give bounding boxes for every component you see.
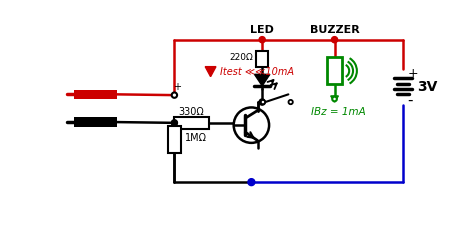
Text: IBz = 1mA: IBz = 1mA <box>311 107 366 117</box>
Circle shape <box>332 97 337 102</box>
Polygon shape <box>331 96 338 103</box>
Text: 1MΩ: 1MΩ <box>185 132 207 142</box>
Bar <box>256 52 268 67</box>
Text: Itest ≪≪10mA: Itest ≪≪10mA <box>220 67 294 77</box>
Circle shape <box>289 101 293 105</box>
Text: +: + <box>173 81 182 91</box>
Text: +: + <box>408 67 419 80</box>
Text: LED: LED <box>250 25 274 35</box>
Polygon shape <box>255 75 270 87</box>
Circle shape <box>248 179 255 186</box>
Circle shape <box>234 108 269 143</box>
Text: -: - <box>408 92 413 107</box>
Polygon shape <box>205 67 216 77</box>
Bar <box>174 117 209 129</box>
Text: 220Ω: 220Ω <box>229 53 253 62</box>
Bar <box>74 90 117 100</box>
Circle shape <box>172 121 177 126</box>
Circle shape <box>172 121 177 126</box>
Bar <box>168 126 181 153</box>
Circle shape <box>259 100 265 106</box>
Circle shape <box>261 101 265 105</box>
Text: 3V: 3V <box>417 79 438 93</box>
Circle shape <box>172 93 177 98</box>
Circle shape <box>259 38 265 44</box>
Bar <box>327 58 342 85</box>
Text: 330Ω: 330Ω <box>178 106 204 116</box>
Text: -: - <box>175 129 180 139</box>
Circle shape <box>331 38 337 44</box>
Text: BUZZER: BUZZER <box>310 25 359 35</box>
Bar <box>74 118 117 127</box>
